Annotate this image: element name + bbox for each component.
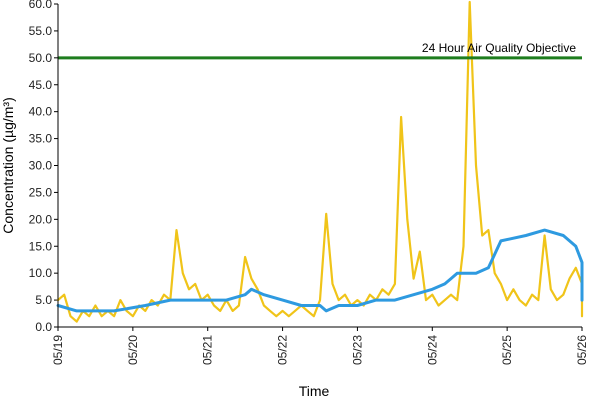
x-axis-ticks: 05/19 05/20 05/21 05/22 05/23 05/24 05/25 05/26 — [51, 327, 589, 365]
y-tick-label: 30.0 — [29, 159, 53, 173]
y-axis-title: Concentration (µg/m³) — [0, 97, 16, 233]
y-tick-label: 35.0 — [29, 132, 53, 146]
y-tick-label: 60.0 — [29, 0, 53, 11]
y-tick-label: 15.0 — [29, 239, 53, 253]
y-tick-label: 20.0 — [29, 212, 53, 226]
y-tick-label: 5.0 — [35, 293, 52, 307]
x-tick-label: 05/26 — [575, 335, 589, 365]
y-tick-label: 40.0 — [29, 105, 53, 119]
x-axis-title: Time — [299, 383, 330, 399]
x-tick-label: 05/22 — [276, 335, 290, 365]
x-tick-label: 05/21 — [201, 335, 215, 365]
x-tick-label: 05/23 — [350, 335, 364, 365]
y-axis-ticks: 0.0 5.0 10.0 15.0 20.0 25.0 30.0 35.0 40.0 45.0 50… — [29, 0, 58, 334]
y-tick-label: 45.0 — [29, 78, 53, 92]
series-lines — [56, 0, 584, 323]
series-line-2 — [56, 228, 584, 313]
x-tick-label: 05/20 — [126, 335, 140, 365]
x-tick-label: 05/25 — [500, 335, 514, 365]
y-tick-label: 10.0 — [29, 266, 53, 280]
x-tick-label: 05/24 — [425, 335, 439, 365]
y-tick-label: 0.0 — [35, 320, 52, 334]
objective-label: 24 Hour Air Quality Objective — [422, 41, 576, 55]
y-tick-label: 50.0 — [29, 51, 53, 65]
y-tick-label: 25.0 — [29, 185, 53, 199]
y-tick-label: 55.0 — [29, 24, 53, 38]
x-tick-label: 05/19 — [51, 335, 65, 365]
